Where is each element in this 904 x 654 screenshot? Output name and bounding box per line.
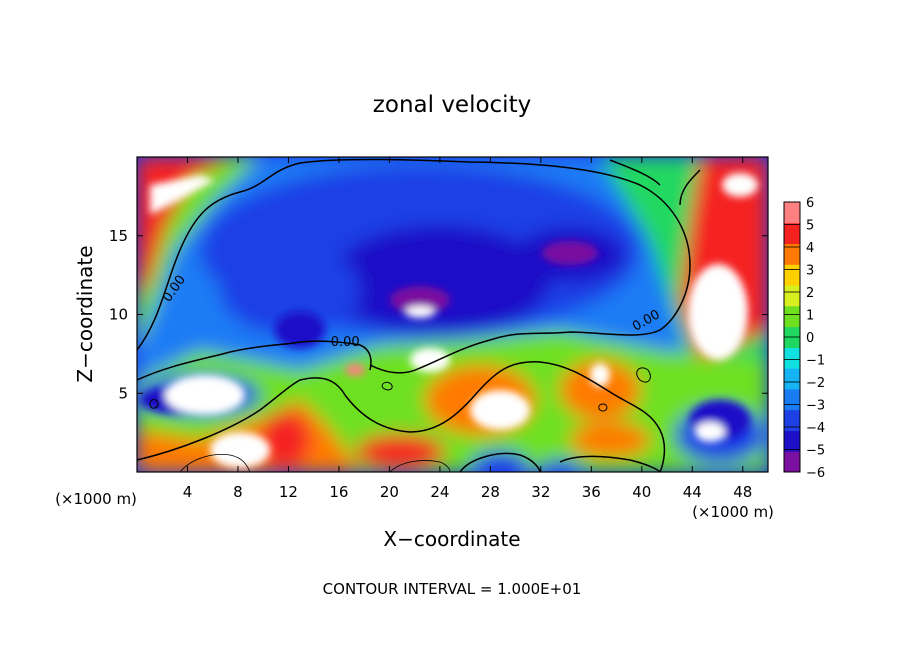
contour-label: 0.00 [331,335,360,350]
colorbar-tick-label: −1 [806,354,825,369]
x-tick-label: 16 [329,483,348,501]
x-unit-left: (×1000 m) [55,490,137,508]
colorbar-swatch [784,430,800,452]
x-tick-label: 8 [233,483,243,501]
x-tick-label: 24 [430,483,449,501]
x-tick-label: 4 [183,483,193,501]
x-tick-label: 44 [683,483,702,501]
x-tick-label: 12 [279,483,298,501]
colorbar-swatch [784,264,800,286]
x-tick-label: 20 [380,483,399,501]
colorbar: 6 5 4 3 2 1 0 −1 −2 −3 −4 −5 −6 [783,196,825,481]
x-tick-label: 32 [531,483,550,501]
y-tick-label: 5 [118,384,128,402]
colorbar-swatch [784,243,800,265]
contour-interval-note: CONTOUR INTERVAL = 1.000E+01 [323,580,582,598]
colorbar-swatch [784,409,800,431]
heatmap-field [137,157,768,472]
colorbar-swatch [784,305,800,328]
y-tick-label: 15 [109,227,128,245]
x-tick-label: 36 [582,483,601,501]
y-tick-label: 10 [109,306,128,324]
x-unit-right: (×1000 m) [692,503,774,521]
colorbar-tick-label: 6 [806,196,814,211]
colorbar-tick-label: −4 [806,421,825,436]
x-tick-label: 28 [481,483,500,501]
colorbar-tick-label: 5 [806,219,814,234]
colorbar-swatch [784,285,800,307]
colorbar-swatch [784,202,800,224]
colorbar-tick-label: 2 [806,286,814,301]
colorbar-swatch [784,347,800,369]
x-tick-label: 40 [632,483,651,501]
colorbar-tick-label: 1 [806,309,814,324]
colorbar-swatch [784,388,800,411]
y-axis-label: Z−coordinate [73,245,97,382]
colorbar-tick-label: 4 [806,241,814,256]
colorbar-swatch [784,451,800,473]
colorbar-tick-label: 0 [806,331,814,346]
x-axis-label: X−coordinate [383,527,520,551]
chart-title: zonal velocity [373,92,531,118]
colorbar-tick-label: −6 [806,466,825,481]
colorbar-tick-label: 3 [806,264,814,279]
colorbar-swatch [784,368,800,390]
x-tick-label: 48 [733,483,752,501]
colorbar-tick-label: −5 [806,444,825,459]
colorbar-tick-label: −3 [806,399,825,414]
colorbar-tick-label: −2 [806,376,825,391]
colorbar-swatch [784,222,800,245]
